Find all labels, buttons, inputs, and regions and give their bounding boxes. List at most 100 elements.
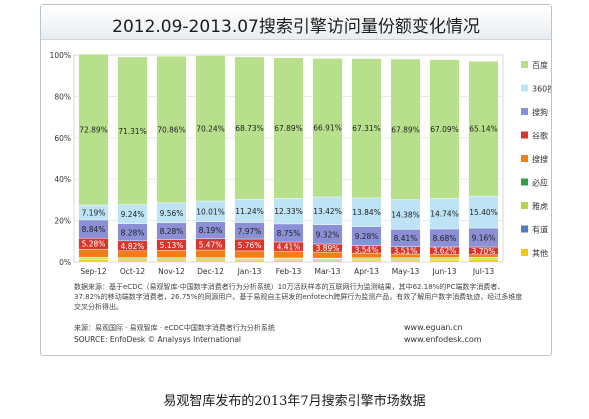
legend-swatch-谷歌 [521, 131, 528, 139]
x-tick-label: Apr-13 [354, 267, 379, 276]
legend-swatch-雅虎 [521, 202, 528, 209]
bar-segment-搜搜-Sep-12 [78, 248, 109, 258]
data-label-360搜索: 9.56% [160, 209, 184, 218]
data-label-搜狗: 8.68% [433, 234, 457, 243]
y-tick-label: 0% [59, 258, 71, 267]
x-tick-label: Jul-13 [472, 267, 495, 276]
data-label-谷歌: 5.47% [199, 240, 223, 249]
data-label-谷歌: 5.28% [82, 240, 106, 249]
bar-segment-百度-Dec-12 [195, 55, 226, 202]
bar-segment-搜搜-Dec-12 [195, 249, 226, 258]
bar-segment-百度-May-13 [390, 58, 421, 200]
legend-swatch-搜狗 [521, 108, 528, 115]
data-label-360搜索: 7.19% [82, 208, 106, 217]
data-label-百度: 67.31% [352, 124, 381, 133]
data-label-360搜索: 15.40% [469, 208, 498, 217]
x-tick-label: Nov-12 [158, 267, 185, 276]
bar-segment-其他-Jul-13 [468, 259, 499, 263]
bar-segment-其他-Jan-13 [234, 260, 265, 263]
data-label-360搜索: 13.42% [313, 207, 342, 216]
bar-segment-百度-Feb-13 [273, 57, 304, 199]
x-tick-label: May-13 [392, 267, 420, 276]
data-label-360搜索: 13.84% [352, 208, 381, 217]
data-label-360搜索: 10.01% [196, 207, 225, 216]
data-label-搜狗: 8.84% [82, 225, 106, 234]
data-label-百度: 68.73% [235, 124, 264, 133]
data-label-谷歌: 5.76% [238, 241, 262, 250]
data-label-百度: 72.89% [79, 126, 108, 135]
website-eguan[interactable]: www.eguan.cn [404, 323, 463, 332]
bar-segment-其他-Mar-13 [312, 260, 343, 263]
bar-segment-其他-Jun-13 [429, 259, 460, 263]
image-caption: 易观智库发布的2013年7月搜索引擎市场数据 [163, 394, 426, 409]
bar-segment-百度-Oct-12 [117, 56, 148, 205]
chart-card: 2012.09-2013.07搜索引擎访问量份额变化情况 0% 20% 40% 60%… [40, 4, 552, 356]
bar-segment-百度-Jan-13 [234, 56, 265, 200]
x-tick-label: Mar-13 [315, 267, 341, 276]
data-label-百度: 70.24% [196, 124, 225, 133]
y-tick-label: 20% [54, 217, 71, 226]
bar-segment-360搜索-Apr-13 [351, 197, 382, 227]
y-tick-label: 60% [54, 134, 71, 143]
data-label-百度: 66.91% [313, 124, 342, 133]
data-label-谷歌: 4.82% [121, 242, 145, 251]
data-label-百度: 71.31% [118, 127, 147, 136]
data-label-搜狗: 7.97% [238, 227, 262, 236]
bar-segment-其他-Nov-12 [156, 259, 187, 263]
bar-segment-百度-Jul-13 [468, 61, 499, 197]
bar-segment-其他-Apr-13 [351, 260, 382, 263]
title-band: 2012.09-2013.07搜索引擎访问量份额变化情况 [41, 5, 551, 40]
x-tick-label: Jun-13 [432, 267, 457, 276]
x-tick-label: Feb-13 [276, 267, 302, 276]
x-tick-label: Sep-12 [80, 267, 107, 276]
data-label-百度: 67.09% [430, 125, 459, 134]
x-tick-label: Jan-13 [237, 267, 262, 276]
legend-swatch-其他 [521, 249, 528, 256]
data-label-搜狗: 8.19% [199, 226, 223, 235]
data-label-谷歌: 3.70% [472, 247, 496, 256]
data-label-搜狗: 8.75% [277, 229, 301, 238]
legend-label-雅虎: 雅虎 [532, 201, 548, 211]
bar-segment-其他-May-13 [390, 259, 421, 263]
bar-segment-其他-Sep-12 [78, 259, 109, 263]
bar-segment-百度-Sep-12 [78, 53, 109, 206]
legend-label-搜狗: 搜狗 [532, 107, 548, 117]
x-tick-label: Dec-12 [197, 267, 224, 276]
bar-segment-搜搜-Jan-13 [234, 250, 265, 259]
data-label-谷歌: 5.13% [160, 241, 184, 250]
data-label-谷歌: 3.89% [316, 244, 340, 253]
legend-label-必应: 必应 [532, 178, 548, 188]
bar-segment-其他-Dec-12 [195, 259, 226, 263]
bar-segment-百度-Nov-12 [156, 55, 187, 204]
bar-segment-百度-Apr-13 [351, 58, 382, 199]
bar-segment-其他-Feb-13 [273, 260, 304, 263]
bar-segment-百度-Jun-13 [429, 59, 460, 199]
bar-segment-360搜索-Feb-13 [273, 198, 304, 225]
data-label-360搜索: 11.24% [235, 207, 264, 216]
x-tick-label: Oct-12 [120, 267, 145, 276]
legend-swatch-必应 [521, 178, 528, 186]
source-english: SOURCE: EnfoDesk © Analysys Internationa… [74, 335, 242, 344]
legend-swatch-搜搜 [521, 155, 528, 162]
bar-segment-百度-Mar-13 [312, 58, 343, 198]
data-label-谷歌: 3.54% [355, 245, 379, 254]
legend-label-谷歌: 谷歌 [532, 131, 548, 141]
legend-label-360搜索: 360搜索 [532, 84, 551, 94]
stacked-bar-chart: 0% 20% 40% 60% 80% 100% 5.28% 8.84% 7.19% 72.89% S… [50, 51, 551, 276]
data-label-搜狗: 9.28% [355, 232, 379, 241]
bar-segment-搜搜-Feb-13 [273, 250, 304, 259]
data-label-谷歌: 3.62% [433, 247, 457, 256]
y-tick-label: 40% [54, 175, 71, 184]
website-enfodesk[interactable]: www.enfodesk.com [404, 335, 482, 344]
bar-segment-搜搜-Nov-12 [156, 250, 187, 258]
data-label-搜狗: 9.16% [472, 234, 496, 243]
bar-segment-其他-Oct-12 [117, 259, 148, 263]
data-label-百度: 70.86% [157, 126, 186, 135]
data-label-搜狗: 8.41% [394, 234, 418, 243]
data-label-百度: 65.14% [469, 125, 498, 134]
data-label-百度: 67.89% [391, 125, 420, 134]
source-chinese: 来源：易观国际 · 易观智库 · eCDC中国数字消费者行为分析系统 [74, 324, 275, 332]
legend-label-其他: 其他 [532, 248, 548, 258]
data-label-360搜索: 14.38% [391, 210, 420, 219]
data-label-360搜索: 12.33% [274, 207, 303, 216]
